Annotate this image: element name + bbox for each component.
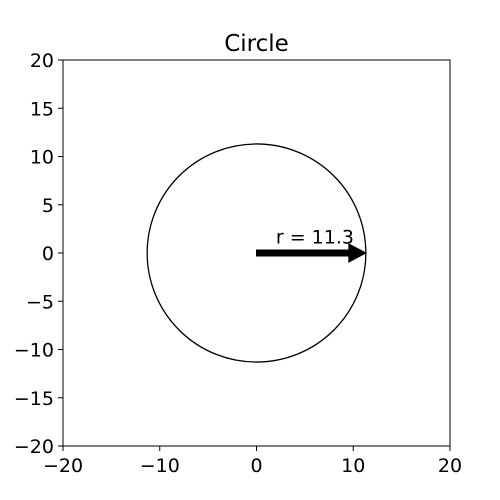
y-tick-label: 0 bbox=[42, 243, 54, 265]
y-tick-label: −5 bbox=[26, 291, 54, 313]
y-axis: −20 −15 −10 −5 0 5 10 15 20 bbox=[14, 50, 63, 458]
x-tick-label: 20 bbox=[438, 455, 462, 477]
y-tick-label: 20 bbox=[30, 50, 54, 72]
plot-area: r = 11.3 bbox=[146, 143, 367, 363]
y-tick-label: −10 bbox=[14, 340, 54, 362]
x-tick-label: 0 bbox=[250, 455, 262, 477]
y-tick-label: −20 bbox=[14, 436, 54, 458]
x-tick-label: 10 bbox=[341, 455, 365, 477]
y-tick-label: 10 bbox=[30, 147, 54, 169]
x-tick-label: −20 bbox=[43, 455, 83, 477]
x-axis: −20 −10 0 10 20 bbox=[43, 446, 462, 477]
y-tick-label: −15 bbox=[14, 388, 54, 410]
y-tick-label: 15 bbox=[30, 98, 54, 120]
x-tick-label: −10 bbox=[140, 455, 180, 477]
radius-arrow bbox=[256, 243, 367, 263]
y-tick-label: 5 bbox=[42, 195, 54, 217]
chart-title: Circle bbox=[224, 31, 289, 57]
radius-annotation: r = 11.3 bbox=[276, 226, 354, 248]
